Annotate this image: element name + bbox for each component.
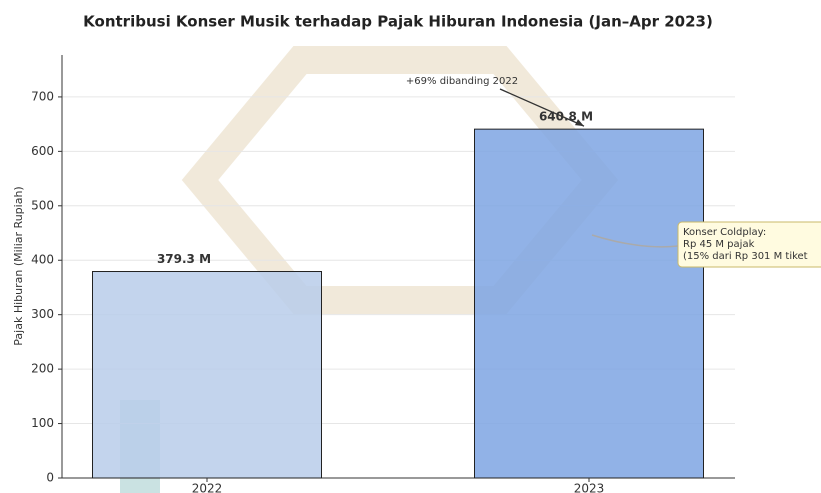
y-tick-label: 400 <box>31 253 54 267</box>
annotation-line: Konser Coldplay: <box>683 227 766 238</box>
y-tick-label: 500 <box>31 198 54 212</box>
bar <box>475 129 704 478</box>
y-axis-label: Pajak Hiburan (Miliar Rupiah) <box>12 186 25 345</box>
y-tick-label: 200 <box>31 362 54 376</box>
y-tick-label: 700 <box>31 89 54 103</box>
value-label: 379.3 M <box>157 252 211 266</box>
x-tick-label: 2022 <box>192 482 223 493</box>
value-label: 640.8 M <box>539 110 593 124</box>
x-tick-label: 2023 <box>574 482 605 493</box>
bar <box>93 272 322 478</box>
annotation: +69% dibanding 2022 <box>406 76 518 87</box>
chart: Kontribusi Konser Musik terhadap Pajak H… <box>0 0 821 493</box>
y-tick-label: 0 <box>46 471 54 485</box>
annotation-line: (15% dari Rp 301 M tiket <box>683 251 808 262</box>
y-tick-label: 100 <box>31 416 54 430</box>
y-tick-label: 600 <box>31 144 54 158</box>
chart-title: Kontribusi Konser Musik terhadap Pajak H… <box>83 13 713 31</box>
annotation-line: Rp 45 M pajak <box>683 239 755 250</box>
y-tick-label: 300 <box>31 307 54 321</box>
